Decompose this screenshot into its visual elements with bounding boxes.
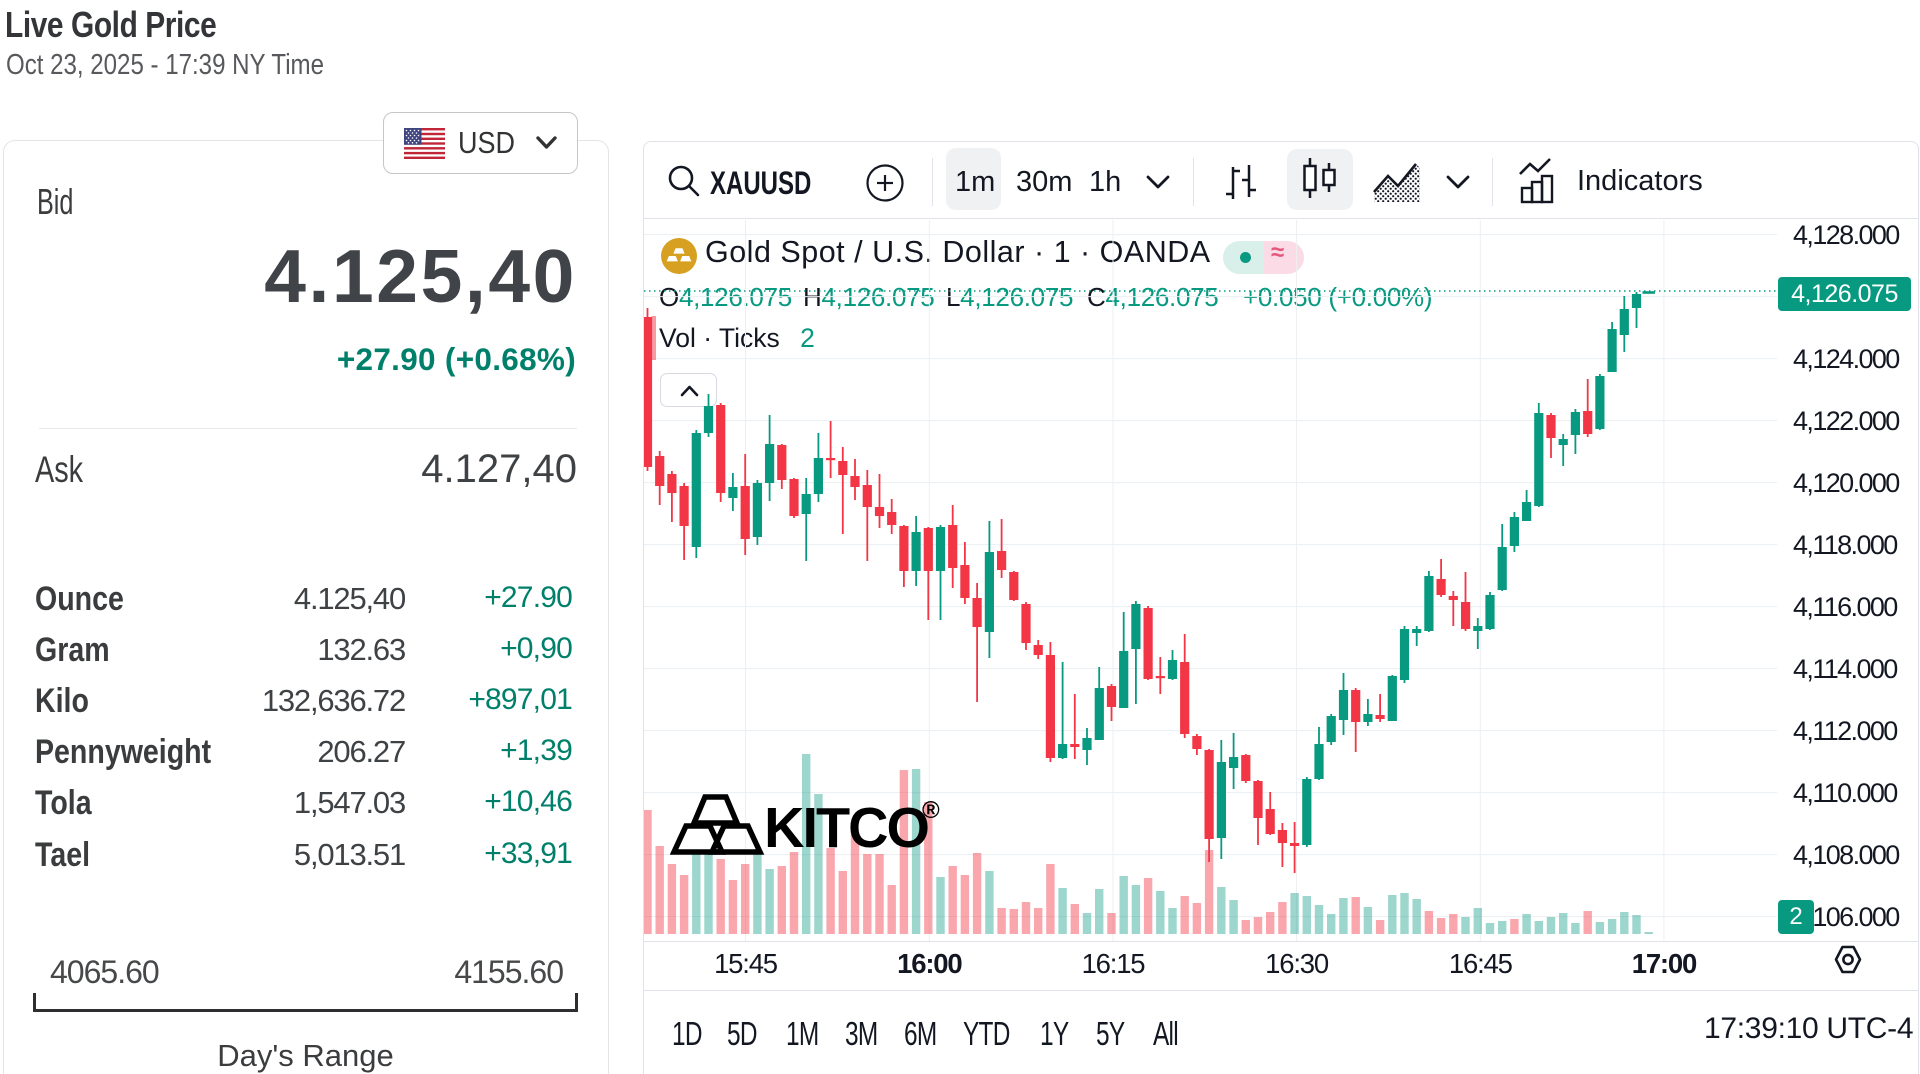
svg-text:KITCO: KITCO [764, 795, 928, 858]
svg-text:®: ® [922, 797, 940, 824]
